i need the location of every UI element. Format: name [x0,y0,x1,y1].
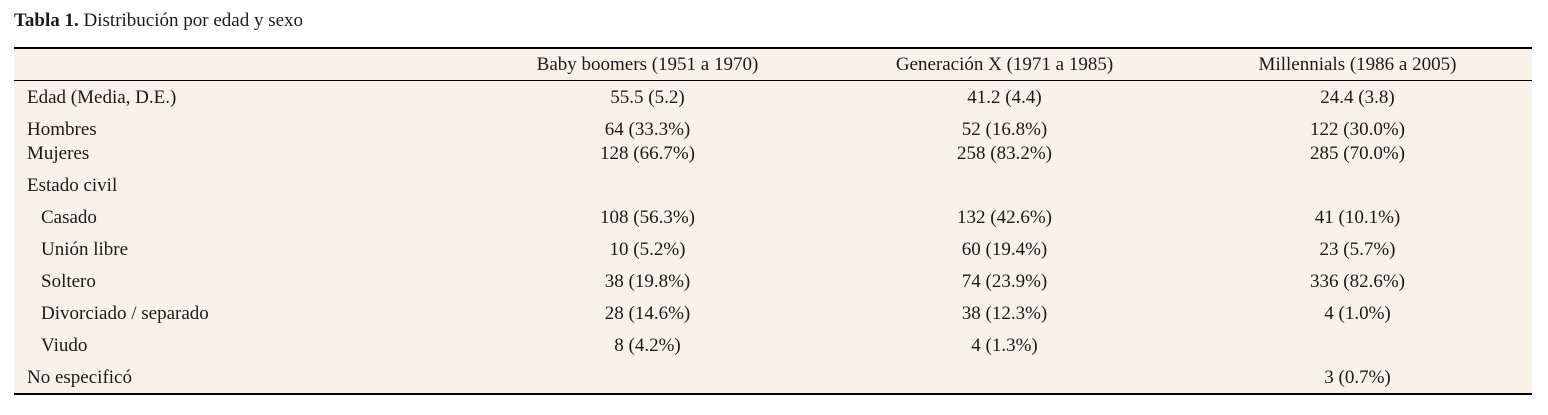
table-row-casado: Casado 108 (56.3%) 132 (42.6%) 41 (10.1%… [14,201,1532,233]
row-label: Mujeres [27,142,90,164]
row-label: Estado civil [27,174,118,196]
table-caption-label: Tabla 1. [14,10,79,31]
paper-page: Tabla 1. Distribución por edad y sexo Ba… [14,9,1532,395]
cell-value: 132 (42.6%) [957,206,1052,228]
cell-value: 64 (33.3%) [604,118,691,140]
cell-value [469,361,826,394]
table-row-union-libre: Unión libre 10 (5.2%) 60 (19.4%) 23 (5.7… [14,233,1532,265]
cell-value: 258 (83.2%) [957,142,1052,164]
cell-value: 38 (12.3%) [961,302,1048,324]
cell-value: 55.5 (5.2) [610,86,685,108]
cell-value: 28 (14.6%) [604,302,691,324]
cell-value: 23 (5.7%) [1319,238,1396,260]
row-label: Soltero [41,270,96,292]
cell-value: 8 (4.2%) [614,334,681,356]
cell-value: 38 (19.8%) [604,270,691,292]
table-row-mujeres: Mujeres 128 (66.7%) 258 (83.2%) 285 (70.… [14,141,1532,169]
column-header-blank [14,48,469,81]
table-row-no-especifico: No especificó 3 (0.7%) [14,361,1532,394]
table-row-estado-civil: Estado civil [14,169,1532,201]
cell-value [1183,169,1532,201]
cell-value [826,169,1183,201]
table-row-viudo: Viudo 8 (4.2%) 4 (1.3%) [14,329,1532,361]
cell-value: 52 (16.8%) [961,118,1048,140]
cell-value [469,169,826,201]
row-label: Divorciado / separado [41,302,209,324]
cell-value: 128 (66.7%) [600,142,695,164]
row-label: Hombres [27,118,97,140]
cell-value [1183,329,1532,361]
header-row: Baby boomers (1951 a 1970) Generación X … [14,48,1532,81]
row-label: Unión libre [41,238,129,260]
row-label: Casado [41,206,97,228]
cell-value: 122 (30.0%) [1310,118,1405,140]
cell-value: 74 (23.9%) [961,270,1048,292]
cell-value: 4 (1.3%) [971,334,1038,356]
column-header-baby-boomers: Baby boomers (1951 a 1970) [469,48,826,81]
cell-value: 285 (70.0%) [1310,142,1405,164]
cell-value: 108 (56.3%) [600,206,695,228]
table-row-hombres: Hombres 64 (33.3%) 52 (16.8%) 122 (30.0%… [14,113,1532,141]
cell-value: 3 (0.7%) [1324,366,1391,388]
cell-value: 4 (1.0%) [1324,302,1391,324]
column-header-generacion-x: Generación X (1971 a 1985) [826,48,1183,81]
table-row-divorciado-separado: Divorciado / separado 28 (14.6%) 38 (12.… [14,297,1532,329]
cell-value: 41.2 (4.4) [967,86,1042,108]
cell-value: 10 (5.2%) [609,238,686,260]
cell-value: 60 (19.4%) [961,238,1048,260]
table-caption-text: Distribución por edad y sexo [83,10,304,31]
column-header-millennials: Millennials (1986 a 2005) [1183,48,1532,81]
cell-value: 41 (10.1%) [1314,206,1401,228]
cell-value: 24.4 (3.8) [1320,86,1395,108]
table-row-edad: Edad (Media, D.E.) 55.5 (5.2) 41.2 (4.4)… [14,81,1532,114]
row-label: Viudo [41,334,88,356]
cell-value: 336 (82.6%) [1310,270,1405,292]
row-label: Edad (Media, D.E.) [27,86,177,108]
table-caption: Tabla 1. Distribución por edad y sexo [14,9,1532,32]
cell-value [826,361,1183,394]
row-label: No especificó [27,366,132,388]
demographics-table: Baby boomers (1951 a 1970) Generación X … [14,47,1532,395]
table-row-soltero: Soltero 38 (19.8%) 74 (23.9%) 336 (82.6%… [14,265,1532,297]
